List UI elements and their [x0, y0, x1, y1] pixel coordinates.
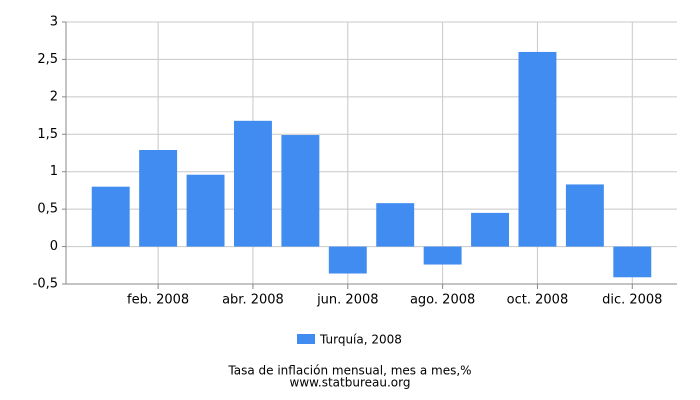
bar — [139, 150, 178, 247]
y-tick-label: 3 — [50, 15, 58, 30]
x-tick-label: feb. 2008 — [127, 293, 189, 308]
x-tick-label: jun. 2008 — [316, 293, 378, 308]
x-tick-label: abr. 2008 — [222, 293, 284, 308]
y-tick-label: 0 — [50, 239, 58, 254]
legend-label: Turquía, 2008 — [319, 333, 402, 347]
bar — [328, 246, 367, 274]
bar — [91, 186, 130, 247]
bar — [281, 135, 320, 247]
y-tick-label: 2,5 — [37, 52, 58, 67]
bar — [423, 246, 462, 265]
bar — [233, 120, 272, 247]
bar — [471, 212, 510, 247]
x-tick-label: oct. 2008 — [507, 293, 569, 308]
x-tick-label: dic. 2008 — [602, 293, 662, 308]
bar — [613, 246, 652, 278]
chart-caption: Tasa de inflación mensual, mes a mes,% — [227, 364, 471, 378]
legend-swatch — [297, 334, 315, 344]
chart-source: www.statbureau.org — [290, 376, 411, 390]
bar — [565, 184, 604, 247]
y-tick-label: 1,5 — [37, 127, 58, 142]
x-tick-label: ago. 2008 — [410, 293, 475, 308]
y-tick-label: 2 — [50, 89, 58, 104]
y-tick-label: 0,5 — [37, 202, 58, 217]
bar — [518, 51, 557, 247]
bar — [186, 174, 225, 247]
y-tick-label: 1 — [50, 164, 58, 179]
bar — [376, 203, 415, 247]
y-tick-label: -0,5 — [33, 277, 58, 292]
